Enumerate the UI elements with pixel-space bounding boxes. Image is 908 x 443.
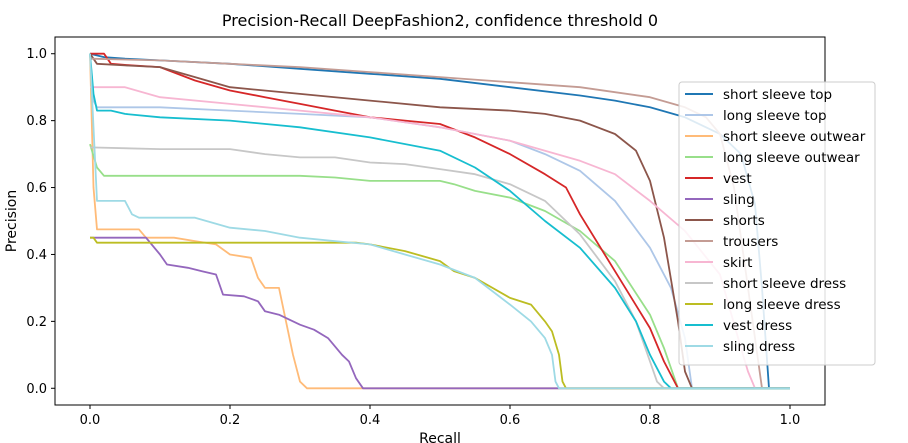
x-tick-label: 0.6 [500,413,521,428]
legend-label: short sleeve dress [723,276,846,292]
legend-label: skirt [723,255,752,271]
y-tick-label: 0.8 [26,114,47,129]
series-line-short-sleeve-outwear [89,53,790,390]
x-axis: 0.0 0.2 0.4 0.6 0.8 1.0 [80,405,801,428]
legend-label: long sleeve dress [723,297,841,313]
y-axis-label: Precision [4,190,20,252]
series-line-long-sleeve-dress [90,236,790,390]
series-line-long-sleeve-outwear [89,143,790,390]
chart-title: Precision-Recall DeepFashion2, confidenc… [222,11,658,30]
legend-label: long sleeve top [723,108,827,124]
legend-label: vest [723,171,752,187]
x-tick-label: 0.8 [640,413,661,428]
legend-label: trousers [723,234,778,250]
legend-label: sling dress [723,339,795,355]
series-line-sling [90,236,790,390]
legend-box [678,81,876,366]
y-axis: 0.0 0.2 0.4 0.6 0.8 1.0 [26,47,55,397]
series-line-short-sleeve-dress [89,146,790,390]
x-tick-label: 0.0 [80,413,101,428]
y-tick-label: 0.2 [26,315,47,330]
y-tick-label: 0.6 [26,181,47,196]
series-line-shorts [89,53,790,390]
y-tick-label: 0.0 [26,382,47,397]
x-tick-label: 0.2 [220,413,241,428]
legend-label: short sleeve outwear [723,129,866,145]
legend-label: long sleeve outwear [723,150,860,166]
legend-label: vest dress [723,318,792,334]
x-axis-label: Recall [419,431,461,443]
y-tick-label: 1.0 [26,47,47,62]
x-tick-label: 0.4 [360,413,381,428]
series-line-sling-dress [89,53,790,390]
legend: short sleeve top long sleeve top short sle… [678,81,876,366]
legend-label: shorts [723,213,765,229]
y-tick-label: 0.4 [26,248,47,263]
series-line-vest-dress [89,53,790,390]
x-tick-label: 1.0 [780,413,801,428]
legend-label: short sleeve top [723,87,832,103]
legend-label: sling [723,192,755,208]
